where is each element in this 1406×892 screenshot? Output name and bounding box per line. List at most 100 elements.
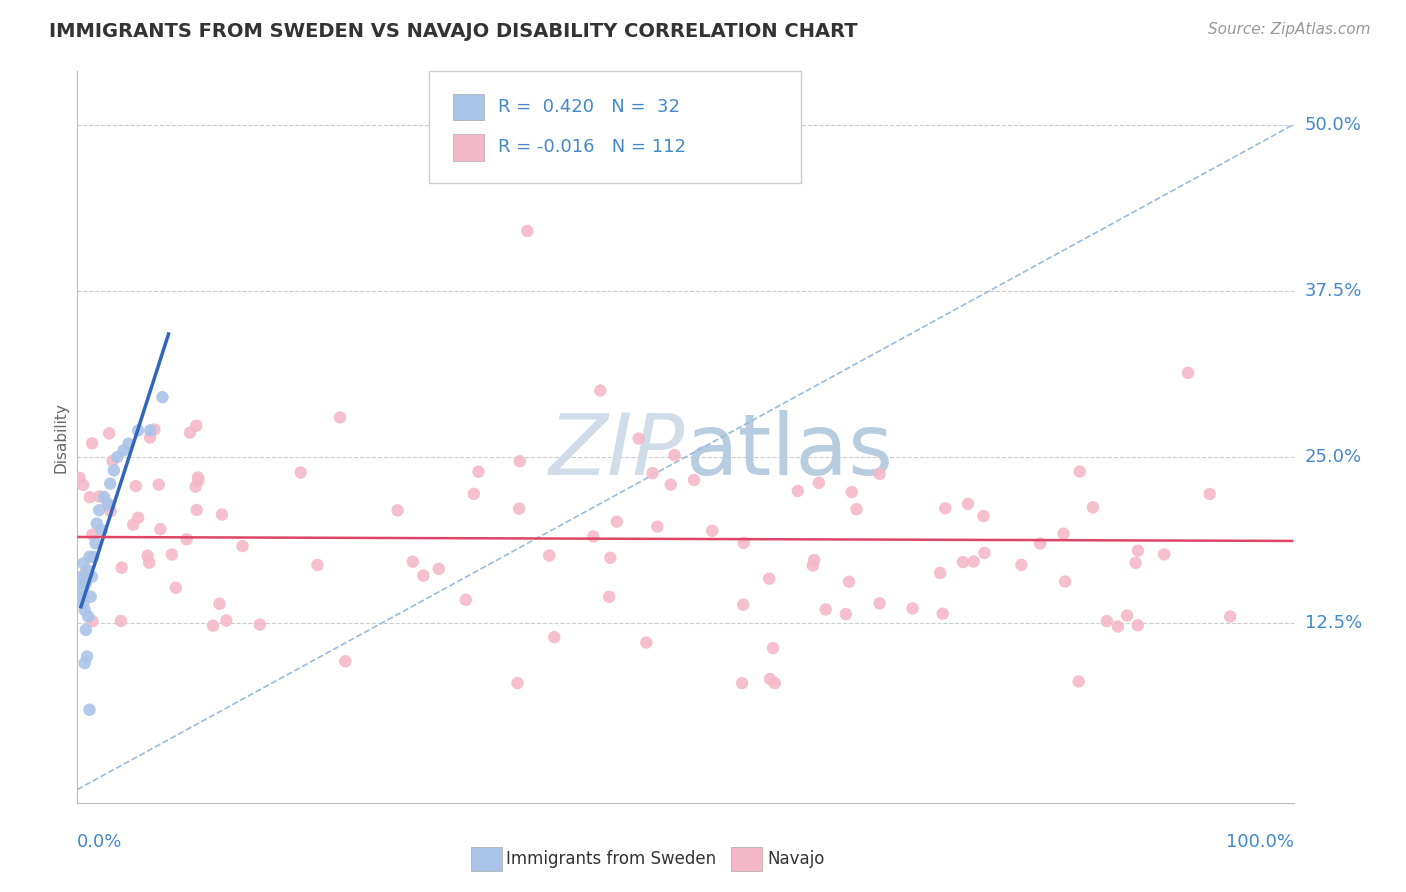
- Point: [467, 465, 489, 479]
- Point: [249, 617, 271, 632]
- Point: [1095, 614, 1118, 628]
- Point: [952, 555, 974, 569]
- Point: [1125, 556, 1147, 570]
- Point: [187, 474, 209, 488]
- Point: [934, 501, 956, 516]
- Point: [75, 566, 97, 580]
- Point: [538, 549, 561, 563]
- Point: [89, 490, 111, 504]
- Point: [759, 672, 782, 686]
- Point: [93, 490, 115, 504]
- Point: [103, 463, 125, 477]
- Point: [647, 519, 669, 533]
- Point: [543, 630, 565, 644]
- Point: [335, 654, 357, 668]
- Point: [973, 546, 995, 560]
- Point: [75, 576, 97, 591]
- Point: [86, 516, 108, 531]
- Y-axis label: Disability: Disability: [53, 401, 69, 473]
- Point: [427, 562, 450, 576]
- Point: [641, 466, 664, 480]
- Point: [76, 649, 98, 664]
- Point: [186, 503, 208, 517]
- Point: [636, 635, 658, 649]
- Point: [107, 450, 129, 464]
- Point: [387, 503, 409, 517]
- Point: [1126, 618, 1149, 632]
- Point: [599, 550, 621, 565]
- Point: [589, 384, 612, 398]
- Point: [901, 601, 924, 615]
- Point: [1126, 543, 1149, 558]
- Point: [412, 568, 434, 582]
- Point: [762, 641, 785, 656]
- Point: [136, 549, 159, 563]
- Point: [70, 590, 93, 604]
- Point: [139, 424, 162, 438]
- Point: [208, 597, 231, 611]
- Point: [659, 477, 682, 491]
- Point: [72, 596, 94, 610]
- Point: [79, 549, 101, 564]
- Point: [307, 558, 329, 572]
- Point: [1054, 574, 1077, 589]
- Point: [801, 558, 824, 573]
- Text: ZIP: ZIP: [550, 410, 686, 493]
- Point: [516, 224, 538, 238]
- Text: 37.5%: 37.5%: [1305, 282, 1362, 300]
- Point: [70, 576, 93, 591]
- Point: [69, 471, 91, 485]
- Point: [186, 418, 208, 433]
- Text: 100.0%: 100.0%: [1226, 833, 1294, 851]
- Point: [72, 478, 94, 492]
- Point: [463, 487, 485, 501]
- Point: [1010, 558, 1032, 572]
- Point: [1116, 608, 1139, 623]
- Point: [733, 598, 755, 612]
- Point: [627, 432, 650, 446]
- Point: [143, 423, 166, 437]
- Point: [101, 454, 124, 468]
- Text: R =  0.420   N =  32: R = 0.420 N = 32: [498, 98, 679, 116]
- Point: [731, 676, 754, 690]
- Point: [598, 590, 620, 604]
- Text: Navajo: Navajo: [768, 850, 825, 868]
- Point: [79, 490, 101, 504]
- Text: 25.0%: 25.0%: [1305, 448, 1362, 466]
- Point: [75, 623, 97, 637]
- Text: Immigrants from Sweden: Immigrants from Sweden: [506, 850, 716, 868]
- Point: [402, 555, 425, 569]
- Point: [814, 602, 837, 616]
- Point: [90, 523, 112, 537]
- Point: [1153, 547, 1175, 561]
- Point: [1069, 465, 1091, 479]
- Point: [98, 499, 121, 513]
- Point: [232, 539, 254, 553]
- Point: [125, 479, 148, 493]
- Point: [1107, 619, 1129, 633]
- Point: [160, 548, 183, 562]
- Point: [807, 475, 830, 490]
- Point: [1177, 366, 1199, 380]
- Point: [758, 572, 780, 586]
- Point: [845, 502, 868, 516]
- Point: [80, 570, 103, 584]
- Point: [329, 410, 352, 425]
- Point: [1067, 674, 1090, 689]
- Point: [841, 485, 863, 500]
- Point: [786, 483, 808, 498]
- Point: [184, 480, 207, 494]
- Point: [70, 570, 93, 584]
- Point: [506, 676, 529, 690]
- Point: [79, 703, 101, 717]
- Point: [112, 443, 135, 458]
- Point: [290, 466, 312, 480]
- Point: [803, 553, 825, 567]
- Point: [211, 508, 233, 522]
- Text: R = -0.016   N = 112: R = -0.016 N = 112: [498, 138, 686, 156]
- Point: [1029, 536, 1052, 550]
- Point: [117, 436, 139, 450]
- Point: [869, 467, 891, 481]
- Point: [1052, 526, 1074, 541]
- Point: [763, 676, 786, 690]
